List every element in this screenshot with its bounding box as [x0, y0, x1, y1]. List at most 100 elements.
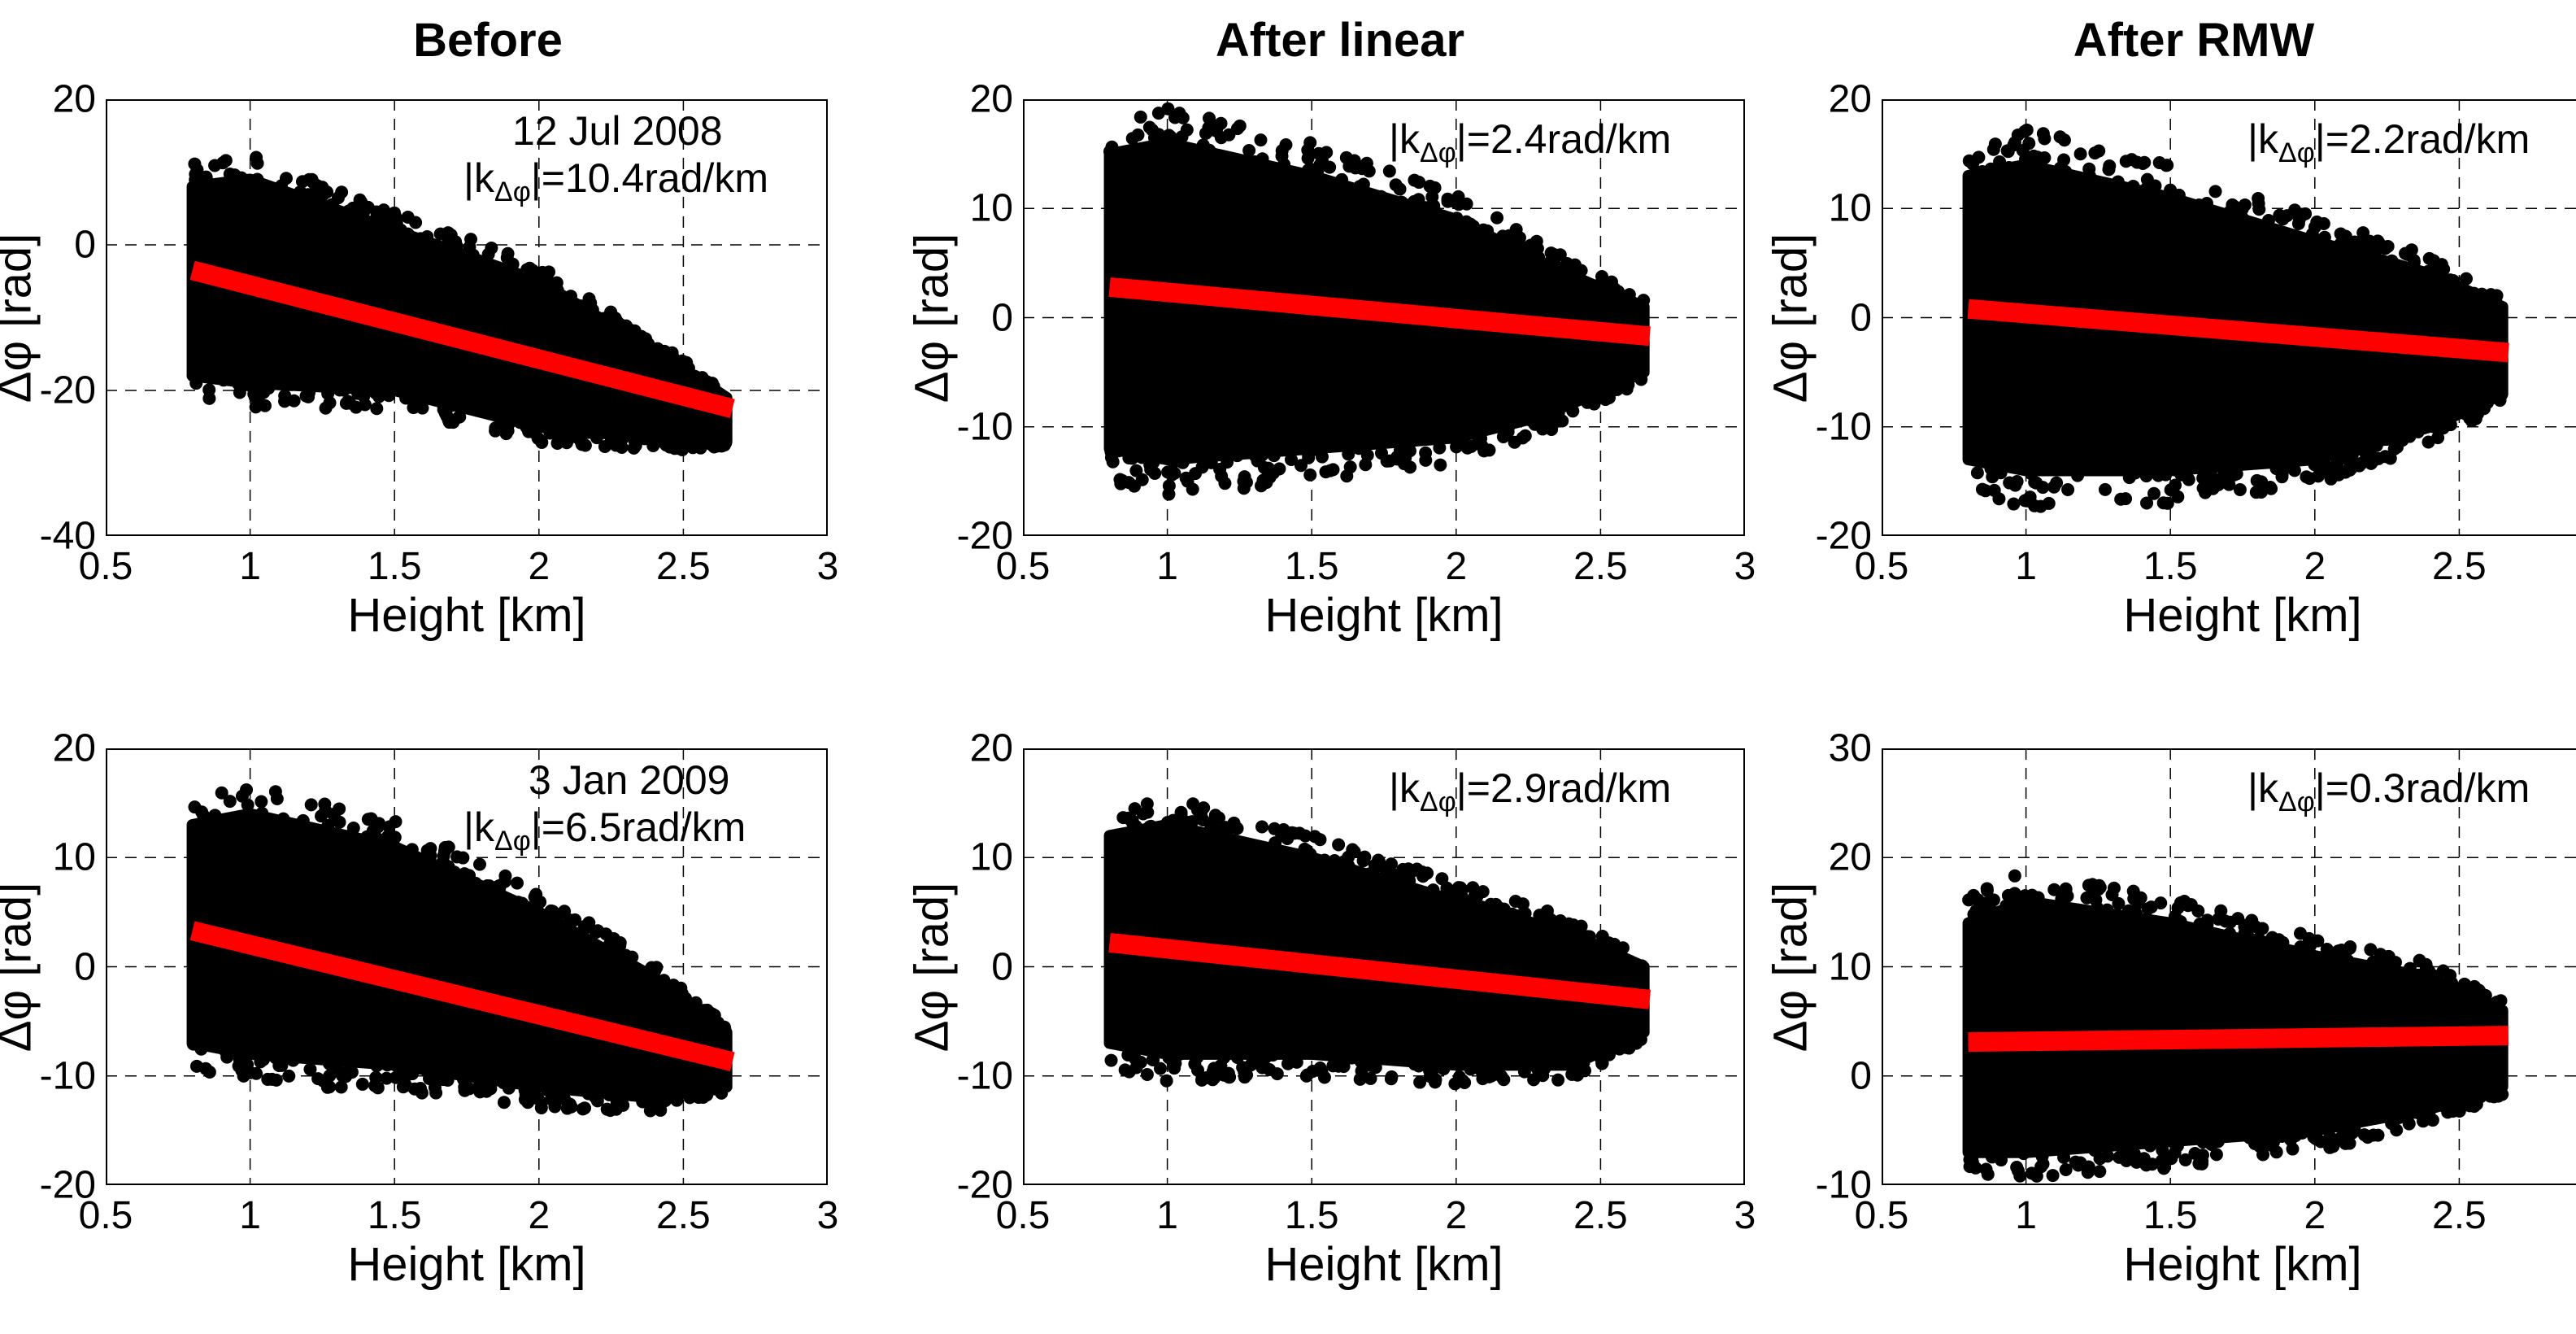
- scatter-point: [369, 386, 383, 400]
- scatter-point: [1140, 1067, 1154, 1081]
- x-tick-label: 0.5: [995, 545, 1051, 588]
- scatter-point: [2496, 1088, 2509, 1101]
- scatter-point: [1527, 1073, 1541, 1087]
- slope-annotation: |kΔφ|=2.2rad/km: [2247, 116, 2530, 169]
- scatter-point: [1344, 862, 1358, 876]
- scatter-point: [2459, 272, 2473, 286]
- scatter-point: [323, 1057, 337, 1070]
- scatter-point: [1374, 447, 1388, 460]
- scatter-point: [2364, 943, 2378, 957]
- scatter-point: [2436, 421, 2450, 435]
- slope-prefix: |k: [463, 155, 494, 201]
- scatter-point: [1566, 404, 1580, 418]
- scatter-point: [2196, 482, 2210, 495]
- y-tick-label: 10: [969, 835, 1013, 879]
- x-tick-label: 0.5: [995, 1194, 1051, 1237]
- scatter-point: [1255, 820, 1268, 834]
- scatter-point: [679, 992, 693, 1005]
- y-tick-label: 10: [969, 186, 1013, 230]
- scatter-point: [342, 1055, 356, 1069]
- fit-line: [1108, 933, 1651, 1009]
- scatter-point: [650, 1096, 664, 1109]
- scatter-point: [447, 865, 461, 879]
- scatter-point: [1567, 1062, 1581, 1075]
- scatter-point: [2417, 1114, 2430, 1128]
- y-axis-label: Δφ [rad]: [0, 233, 41, 403]
- scatter-point: [189, 377, 203, 390]
- x-tick-label: 0.5: [78, 545, 133, 588]
- plot-area-1: [1023, 99, 1745, 536]
- x-tick-label: 1: [1156, 545, 1178, 588]
- slope-subscript: Δφ: [494, 177, 531, 207]
- scatter-point: [269, 1073, 283, 1087]
- scatter-point: [1214, 116, 1228, 130]
- scatter-point: [2227, 468, 2241, 482]
- slope-value: |=2.4rad/km: [1456, 116, 1672, 162]
- scatter-point: [608, 312, 622, 325]
- scatter-point: [2155, 1154, 2169, 1168]
- scatter-point: [2369, 242, 2383, 256]
- plot-area-0: [106, 99, 828, 536]
- scatter-point: [2152, 469, 2165, 482]
- scatter-point: [355, 1077, 369, 1091]
- fit-line: [189, 260, 735, 419]
- scatter-point: [2256, 922, 2269, 935]
- y-tick-label: -10: [956, 405, 1013, 449]
- scatter-point: [2425, 970, 2439, 984]
- scatter-point: [286, 1053, 300, 1067]
- scatter-point: [2002, 161, 2016, 175]
- x-tick-label: 1.5: [1284, 1194, 1339, 1237]
- scatter-point: [1153, 1062, 1167, 1075]
- scatter-point: [195, 805, 209, 819]
- scatter-point: [387, 221, 401, 235]
- scatter-point: [2356, 226, 2370, 240]
- scatter-point: [1279, 138, 1293, 152]
- scatter-point: [2060, 889, 2074, 903]
- slope-value: |=10.4rad/km: [530, 155, 769, 201]
- slope-subscript: Δφ: [2278, 137, 2315, 168]
- scatter-point: [1230, 822, 1244, 835]
- scatter-point: [2003, 476, 2017, 490]
- scatter-point: [219, 154, 233, 168]
- scatter-point: [450, 850, 464, 864]
- scatter-point: [2138, 155, 2152, 169]
- scatter-point: [2022, 137, 2036, 150]
- scatter-point: [2477, 400, 2491, 414]
- fit-line: [189, 921, 735, 1071]
- y-axis-label: Δφ [rad]: [0, 882, 41, 1052]
- scatter-point: [319, 804, 333, 817]
- scatter-point: [2103, 159, 2117, 173]
- scatter-point: [706, 1007, 720, 1021]
- scatter-point: [1403, 444, 1416, 458]
- x-tick-label: 1.5: [1284, 545, 1339, 588]
- scatter-point: [1332, 838, 1346, 852]
- scatter-point: [1364, 1071, 1377, 1085]
- scatter-point: [1368, 1061, 1382, 1075]
- scatter-point: [357, 383, 371, 397]
- scatter-point: [2364, 456, 2378, 470]
- scatter-point: [2407, 1105, 2421, 1119]
- scatter-point: [250, 1066, 263, 1080]
- scatter-point: [1328, 854, 1342, 868]
- scatter-point: [2113, 1150, 2126, 1164]
- scatter-point: [382, 389, 396, 403]
- x-tick-label: 3: [1734, 545, 1756, 588]
- slope-prefix: |k: [463, 804, 494, 850]
- scatter-point: [607, 1088, 620, 1102]
- scatter-point: [408, 1062, 422, 1075]
- scatter-point: [2387, 442, 2401, 456]
- scatter-point: [1190, 1050, 1204, 1064]
- scatter-point: [1147, 456, 1160, 469]
- scatter-point: [2294, 940, 2308, 954]
- scatter-point: [1203, 143, 1216, 157]
- scatter-point: [506, 1076, 520, 1090]
- scatter-point: [1162, 1051, 1176, 1065]
- scatter-point: [1335, 172, 1349, 186]
- scatter-point: [2128, 466, 2142, 480]
- y-tick-label: -10: [39, 1054, 96, 1098]
- scatter-point: [2243, 1131, 2256, 1144]
- scatter-point: [1140, 797, 1154, 811]
- y-tick-label: 0: [1850, 296, 1872, 339]
- scatter-point: [1136, 807, 1150, 821]
- x-tick-label: 1: [2015, 1194, 2037, 1237]
